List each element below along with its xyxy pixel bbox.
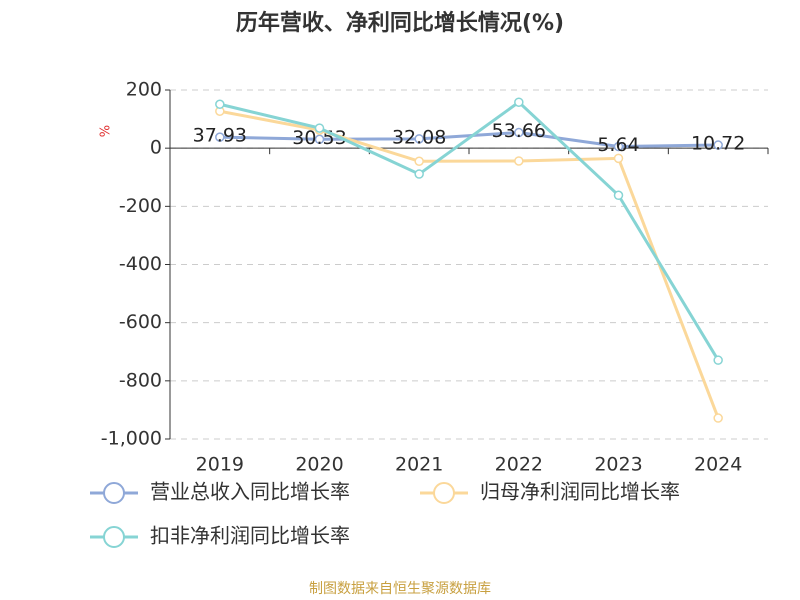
point xyxy=(713,413,723,423)
point xyxy=(414,169,424,179)
y-tick-label: -800 xyxy=(119,369,162,391)
point xyxy=(215,132,225,142)
point xyxy=(314,134,325,145)
data-label: 53.66 xyxy=(492,120,546,142)
point xyxy=(314,123,325,133)
data-label: 37.93 xyxy=(193,125,247,147)
series-line xyxy=(219,109,720,419)
data-label: 10.72 xyxy=(691,133,745,155)
point xyxy=(613,190,624,201)
x-tick-label: 2020 xyxy=(295,454,343,476)
data-label: 32.08 xyxy=(392,126,446,148)
y-tick-label: 200 xyxy=(126,79,162,101)
point xyxy=(713,355,723,365)
series-line xyxy=(219,131,719,149)
point xyxy=(414,156,424,167)
data-label: 30.53 xyxy=(292,127,346,149)
source-note: 制图数据来自恒生聚源数据库 xyxy=(309,581,491,597)
point xyxy=(514,156,524,166)
point xyxy=(514,127,524,138)
y-tick-label: 0 xyxy=(150,137,162,159)
legend-marker xyxy=(433,482,455,504)
y-tick-label: -200 xyxy=(119,195,162,217)
legend-marker xyxy=(103,482,125,504)
y-tick-label: -600 xyxy=(119,311,162,333)
point xyxy=(613,141,624,152)
legend-label: 归母净利润同比增长率 xyxy=(480,480,680,504)
point xyxy=(514,97,524,107)
legend-label: 扣非净利润同比增长率 xyxy=(150,524,350,548)
y-tick-label: -400 xyxy=(119,253,162,275)
x-tick-label: 2022 xyxy=(495,454,543,476)
point xyxy=(414,134,424,144)
data-label: 5.64 xyxy=(597,134,639,156)
chart-title: 历年营收、净利同比增长情况(%) xyxy=(236,10,564,36)
series-line xyxy=(219,100,720,361)
legend-label: 营业总收入同比增长率 xyxy=(150,480,350,504)
x-tick-label: 2019 xyxy=(196,454,244,476)
legend-marker xyxy=(103,526,125,548)
point xyxy=(215,99,225,110)
y-tick-label: -1,000 xyxy=(101,428,162,450)
x-tick-label: 2021 xyxy=(395,454,443,476)
x-tick-label: 2024 xyxy=(694,454,742,476)
y-axis-label: % xyxy=(99,125,114,137)
point xyxy=(713,140,723,150)
point xyxy=(613,153,624,164)
x-tick-label: 2023 xyxy=(594,454,642,476)
